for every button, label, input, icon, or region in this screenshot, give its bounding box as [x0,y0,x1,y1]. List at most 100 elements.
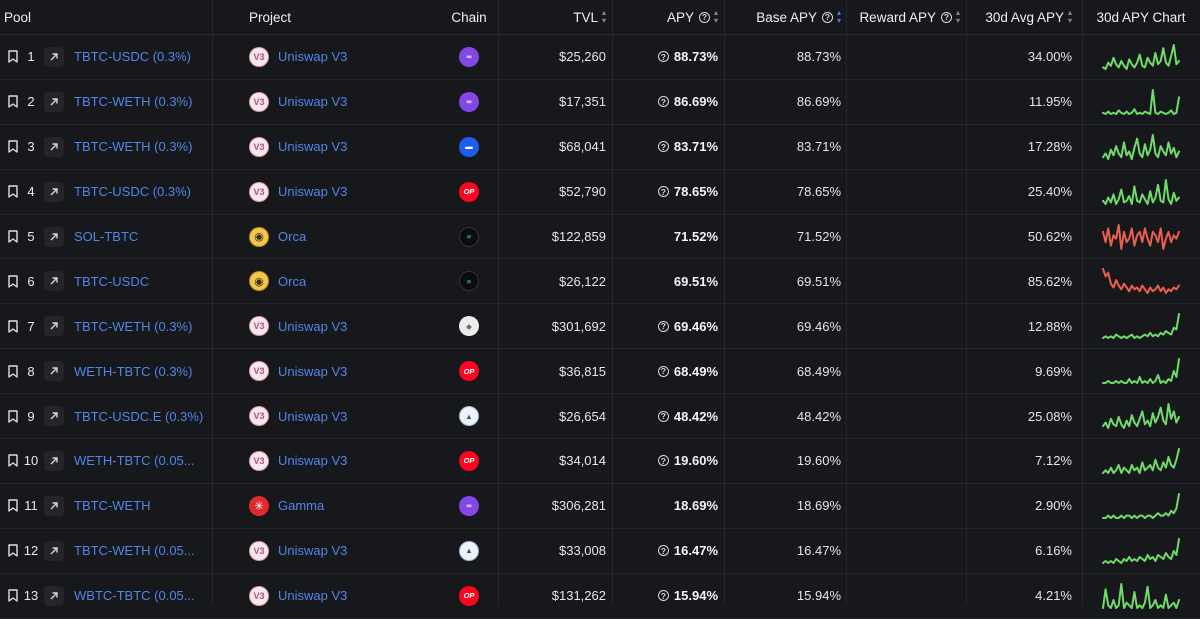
table-row[interactable]: 7 TBTC-WETH (0.3%) V3 Uniswap V3 ◆ $301,… [0,304,1200,350]
table-row[interactable]: 10 WETH-TBTC (0.05... V3 Uniswap V3 OP $… [0,439,1200,484]
bookmark-icon[interactable] [8,140,18,153]
bookmark-icon[interactable] [8,95,18,109]
table-row[interactable]: 5 SOL-TBTC ◉ Orca ≡ $122,859 71.52% 71.5… [0,215,1200,260]
project-link[interactable]: Gamma [278,498,325,514]
external-link-icon[interactable] [44,585,64,606]
apy-help-icon[interactable]: ? [657,590,669,602]
pool-link[interactable]: TBTC-USDC [74,273,150,289]
table-row[interactable]: 8 WETH-TBTC (0.3%) V3 Uniswap V3 OP $36,… [0,349,1200,395]
optimism-icon[interactable]: OP [459,585,479,606]
polygon-icon[interactable]: ∞ [459,91,479,112]
apy-help-icon[interactable]: ? [657,141,669,153]
external-link-icon[interactable] [44,91,64,112]
external-link-icon[interactable] [44,540,64,561]
pool-link[interactable]: TBTC-USDC (0.3%) [74,184,192,200]
project-link[interactable]: Uniswap V3 [278,94,348,110]
external-link-icon[interactable] [44,495,64,516]
help-icon[interactable]: ? [821,11,833,23]
bookmark-icon[interactable] [8,544,18,557]
project-link[interactable]: Uniswap V3 [278,543,348,559]
polygon-icon[interactable]: ∞ [459,495,479,516]
project-link[interactable]: Orca [278,273,307,289]
optimism-icon[interactable]: OP [459,181,479,202]
pool-link[interactable]: TBTC-USDC (0.3%) [74,49,192,65]
col-apy-header[interactable]: APY? ▴ ▾ [666,8,718,25]
bookmark-icon[interactable] [8,364,18,378]
pool-link[interactable]: WETH-TBTC (0.3%) [74,363,193,379]
table-row[interactable]: 9 TBTC-USDC.E (0.3%) V3 Uniswap V3 ▲ $26… [0,394,1200,440]
apy-help-icon[interactable]: ? [657,51,669,63]
table-row[interactable]: 11 TBTC-WETH ✳ Gamma ∞ $306,281 18.69% 1… [0,484,1200,529]
apy-help-icon[interactable]: ? [657,455,669,467]
external-link-icon[interactable] [44,136,64,157]
bookmark-icon[interactable] [8,320,18,333]
external-link-icon[interactable] [44,226,64,247]
bookmark-icon[interactable] [8,50,18,64]
apy-help-icon[interactable]: ? [657,320,669,332]
pool-link[interactable]: WBTC-TBTC (0.05... [74,588,195,604]
table-row[interactable]: 4 TBTC-USDC (0.3%) V3 Uniswap V3 OP $52,… [0,170,1200,215]
optimism-icon[interactable]: OP [459,361,479,382]
polygon-icon[interactable]: ∞ [459,46,479,67]
help-icon[interactable]: ? [698,11,710,23]
apy-help-icon[interactable]: ? [657,410,669,422]
solana-icon[interactable]: ≡ [459,226,479,247]
arbitrum-icon[interactable]: ▲ [459,540,479,561]
bookmark-icon[interactable] [8,185,18,198]
optimism-icon[interactable]: OP [459,450,479,471]
project-link[interactable]: Uniswap V3 [278,49,348,65]
col-reward-apy-header[interactable]: Reward APY? ▴ ▾ [859,8,960,25]
col-base-apy-header[interactable]: Base APY? ▴ ▾ [756,8,841,25]
pool-link[interactable]: SOL-TBTC [74,229,139,244]
col-pool-header[interactable]: Pool [4,9,32,25]
apy-help-icon[interactable]: ? [657,545,669,557]
pool-link[interactable]: TBTC-WETH (0.3%) [74,139,193,155]
col-tvl-header[interactable]: TVL ▴ ▾ [573,8,606,25]
external-link-icon[interactable] [44,406,64,427]
external-link-icon[interactable] [44,46,64,67]
table-row[interactable]: 3 TBTC-WETH (0.3%) V3 Uniswap V3 ▬ $68,0… [0,125,1200,170]
table-row[interactable]: 2 TBTC-WETH (0.3%) V3 Uniswap V3 ∞ $17,3… [0,80,1200,125]
external-link-icon[interactable] [44,316,64,337]
pool-link[interactable]: WETH-TBTC (0.05... [74,453,195,469]
help-icon[interactable]: ? [940,11,952,23]
col-project-header[interactable]: Project [249,9,292,25]
apy-help-icon[interactable]: ? [657,365,669,377]
col-avg-apy-header[interactable]: 30d Avg APY ▴ ▾ [985,8,1072,25]
pool-link[interactable]: TBTC-WETH (0.3%) [74,318,193,334]
project-link[interactable]: Uniswap V3 [278,363,348,379]
apy-help-icon[interactable]: ? [657,96,669,108]
arbitrum-icon[interactable]: ▲ [459,406,479,427]
apy-help-icon[interactable]: ? [657,186,669,198]
pool-link[interactable]: TBTC-USDC.E (0.3%) [74,408,204,424]
bookmark-icon[interactable] [8,409,18,423]
pool-link[interactable]: TBTC-WETH (0.3%) [74,94,193,110]
project-link[interactable]: Orca [278,229,307,244]
project-link[interactable]: Uniswap V3 [278,588,348,604]
bookmark-icon[interactable] [8,499,18,513]
base-icon[interactable]: ▬ [459,136,479,157]
bookmark-icon[interactable] [8,230,18,243]
pool-link[interactable]: TBTC-WETH [74,498,151,514]
project-link[interactable]: Uniswap V3 [278,139,348,155]
ethereum-icon[interactable]: ◆ [459,316,479,337]
bookmark-icon[interactable] [8,454,18,468]
table-row[interactable]: 13 WBTC-TBTC (0.05... V3 Uniswap V3 OP $… [0,574,1200,619]
pool-link[interactable]: TBTC-WETH (0.05... [74,543,195,559]
bookmark-icon[interactable] [8,589,18,602]
table-row[interactable]: 1 TBTC-USDC (0.3%) V3 Uniswap V3 ∞ $25,2… [0,35,1200,80]
table-row[interactable]: 6 TBTC-USDC ◉ Orca ≡ $26,122 69.51% 69.5… [0,259,1200,305]
external-link-icon[interactable] [44,361,64,382]
project-link[interactable]: Uniswap V3 [278,408,348,424]
solana-icon[interactable]: ≡ [459,271,479,292]
external-link-icon[interactable] [44,450,64,471]
external-link-icon[interactable] [44,181,64,202]
bookmark-icon[interactable] [8,275,18,288]
project-link[interactable]: Uniswap V3 [278,184,348,200]
external-link-icon[interactable] [44,271,64,292]
apy-sparkline [1102,492,1180,519]
table-row[interactable]: 12 TBTC-WETH (0.05... V3 Uniswap V3 ▲ $3… [0,529,1200,574]
project-link[interactable]: Uniswap V3 [278,453,348,469]
project-link[interactable]: Uniswap V3 [278,318,348,334]
col-chain-header[interactable]: Chain [451,9,487,25]
